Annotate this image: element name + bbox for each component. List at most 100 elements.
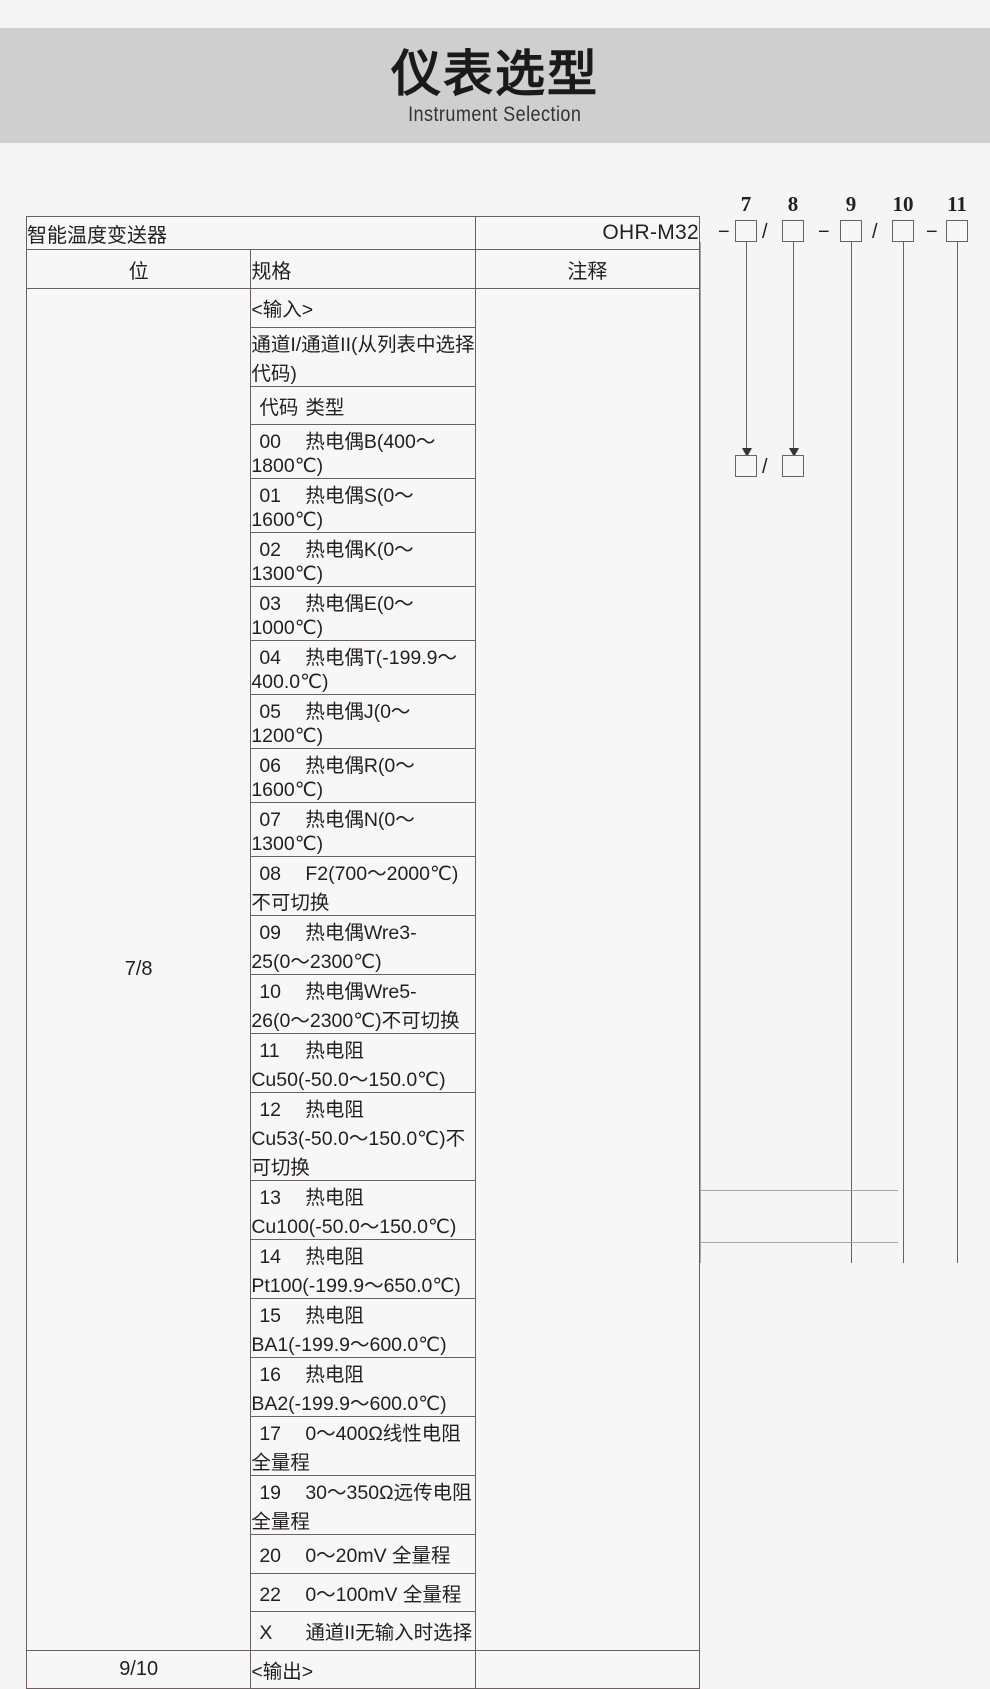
model-code: OHR-M32 <box>474 216 701 250</box>
row-spec: <输出> <box>250 1649 476 1689</box>
diagram-separator: − <box>818 221 830 243</box>
row-note <box>474 1649 701 1689</box>
row-spec: 16 热电阻BA2(-199.9〜600.0℃) <box>250 1357 476 1417</box>
row-spec: 03 热电偶E(0〜1000℃) <box>250 586 476 641</box>
table-row: 7/8 <输入> <box>25 288 701 1651</box>
diagram-arrow-line <box>746 242 747 455</box>
table-row: 12 热电阻Cu53(-50.0〜150.0℃)不可切换 <box>27 1092 700 1181</box>
diagram-guide-line <box>851 242 852 1263</box>
row-spec-text: 热电阻Cu50(-50.0〜150.0℃) <box>251 1040 446 1091</box>
row-code: 11 <box>259 1040 280 1062</box>
row-spec-text: 热电偶N(0〜1300℃) <box>251 809 415 855</box>
table-row: 代码 类型 <box>27 385 700 425</box>
table-row: 01 热电偶S(0〜1600℃) <box>27 478 700 533</box>
row-spec: <输入> <box>250 288 476 328</box>
row-spec: 07 热电偶N(0〜1300℃) <box>250 802 476 857</box>
row-code: 03 <box>259 593 282 615</box>
table-header-row: 位 规格 注释 <box>25 249 701 289</box>
row-position: 7/8 <box>25 288 252 1651</box>
table-row: 9/10 <输出> <box>25 1649 701 1689</box>
product-name: 智能温度变送器 <box>26 216 476 250</box>
row-code: 05 <box>259 701 282 723</box>
row-spec: X 通道II无输入时选择 <box>250 1611 476 1651</box>
diagram-separator: / <box>872 221 878 243</box>
table-row: 07 热电偶N(0〜1300℃) <box>27 802 700 857</box>
row-spec: 09 热电偶Wre3-25(0〜2300℃) <box>250 915 476 975</box>
row-spec: 15 热电阻BA1(-199.9〜600.0℃) <box>250 1298 476 1358</box>
diagram-note-column-line <box>700 242 701 1263</box>
table-row: 09 热电偶Wre3-25(0〜2300℃) <box>27 915 700 975</box>
row-spec-text: F2(700〜2000℃)不可切换 <box>251 863 459 914</box>
selection-table: 智能温度变送器 OHR-M32 位 规格 注释 7/8 <输入> 通道I/通道II(… <box>25 216 701 1689</box>
row-code: 08 <box>259 863 282 885</box>
row-position: 9/10 <box>25 1649 252 1689</box>
row-note <box>474 288 701 1651</box>
row-spec-text: 热电偶S(0〜1600℃) <box>251 485 414 531</box>
header-note: 注释 <box>474 249 701 289</box>
diagram-number: 10 <box>892 192 914 216</box>
row-code: 15 <box>259 1305 282 1327</box>
diagram-sub-code-box[interactable] <box>782 455 804 477</box>
table-row: 02 热电偶K(0〜1300℃) <box>27 532 700 587</box>
table-row: 05 热电偶J(0〜1200℃) <box>27 694 700 749</box>
row-code: 04 <box>259 647 282 669</box>
diagram-code-box[interactable] <box>892 220 914 242</box>
row-code: 02 <box>259 539 282 561</box>
row-code: 06 <box>259 755 282 777</box>
table-row: 08 F2(700〜2000℃)不可切换 <box>27 856 700 916</box>
row-spec: 02 热电偶K(0〜1300℃) <box>250 532 476 587</box>
diagram-guide-line <box>957 242 958 1263</box>
diagram-arrow-head <box>789 448 799 457</box>
row-spec: 08 F2(700〜2000℃)不可切换 <box>250 856 476 916</box>
diagram-code-box[interactable] <box>946 220 968 242</box>
table-row: 通道I/通道II(从列表中选择代码) <box>27 326 700 387</box>
diagram-number: 8 <box>787 192 799 216</box>
row-spec-text: 热电偶Wre5-26(0〜2300℃)不可切换 <box>251 981 460 1032</box>
diagram-code-box[interactable] <box>735 220 757 242</box>
row-spec-text: 热电偶R(0〜1600℃) <box>251 755 415 801</box>
row-spec: 06 热电偶R(0〜1600℃) <box>250 748 476 803</box>
diagram-number: 9 <box>845 192 857 216</box>
banner-title: 仪表选型 <box>391 46 599 102</box>
row-code: 17 <box>259 1423 282 1445</box>
row-spec: 05 热电偶J(0〜1200℃) <box>250 694 476 749</box>
row-spec: 11 热电阻Cu50(-50.0〜150.0℃) <box>250 1033 476 1093</box>
row-spec: 代码 类型 <box>250 385 476 425</box>
row-spec: 19 30〜350Ω远传电阻 全量程 <box>250 1475 476 1535</box>
row-spec: 00 热电偶B(400〜1800℃) <box>250 424 476 479</box>
diagram-row-divider <box>700 1190 898 1191</box>
row-code: 09 <box>259 922 282 944</box>
row-spec: 14 热电阻Pt100(-199.9〜650.0℃) <box>250 1239 476 1299</box>
diagram-number: 7 <box>740 192 752 216</box>
row-code: 代码 <box>259 396 299 419</box>
table-row: 13 热电阻Cu100(-50.0〜150.0℃) <box>27 1180 700 1240</box>
row-code: 19 <box>259 1482 282 1504</box>
row-spec-text: 热电偶Wre3-25(0〜2300℃) <box>251 922 417 973</box>
diagram-sub-code-box[interactable] <box>735 455 757 477</box>
header-position: 位 <box>25 249 252 289</box>
row-spec-text: 0〜100mV 全量程 <box>305 1583 462 1606</box>
row-spec-text: 热电阻Cu53(-50.0〜150.0℃)不可切换 <box>251 1099 466 1179</box>
row-spec-text: 热电阻Cu100(-50.0〜150.0℃) <box>251 1187 457 1238</box>
row-code: X <box>259 1622 273 1645</box>
row-code: 22 <box>259 1583 282 1606</box>
row-code: 14 <box>259 1246 282 1268</box>
diagram-code-box[interactable] <box>782 220 804 242</box>
diagram-separator: − <box>926 221 938 243</box>
row-code: 10 <box>259 981 282 1003</box>
diagram-number: 11 <box>947 192 967 216</box>
row-code: 16 <box>259 1364 282 1386</box>
row-code: 20 <box>259 1545 282 1568</box>
table-row: 00 热电偶B(400〜1800℃) <box>27 424 700 479</box>
diagram-separator: / <box>762 221 768 243</box>
diagram-code-box[interactable] <box>840 220 862 242</box>
diagram-separator: − <box>718 221 730 243</box>
row-spec: 17 0〜400Ω线性电阻 全量程 <box>250 1416 476 1476</box>
table-row: 03 热电偶E(0〜1000℃) <box>27 586 700 641</box>
table-row: 11 热电阻Cu50(-50.0〜150.0℃) <box>27 1033 700 1093</box>
row-spec: 20 0〜20mV 全量程 <box>250 1534 476 1574</box>
diagram-arrow-line <box>793 242 794 455</box>
table-row: 06 热电偶R(0〜1600℃) <box>27 748 700 803</box>
header-spec: 规格 <box>250 249 476 289</box>
table-title-row: 智能温度变送器 OHR-M32 <box>26 216 701 250</box>
